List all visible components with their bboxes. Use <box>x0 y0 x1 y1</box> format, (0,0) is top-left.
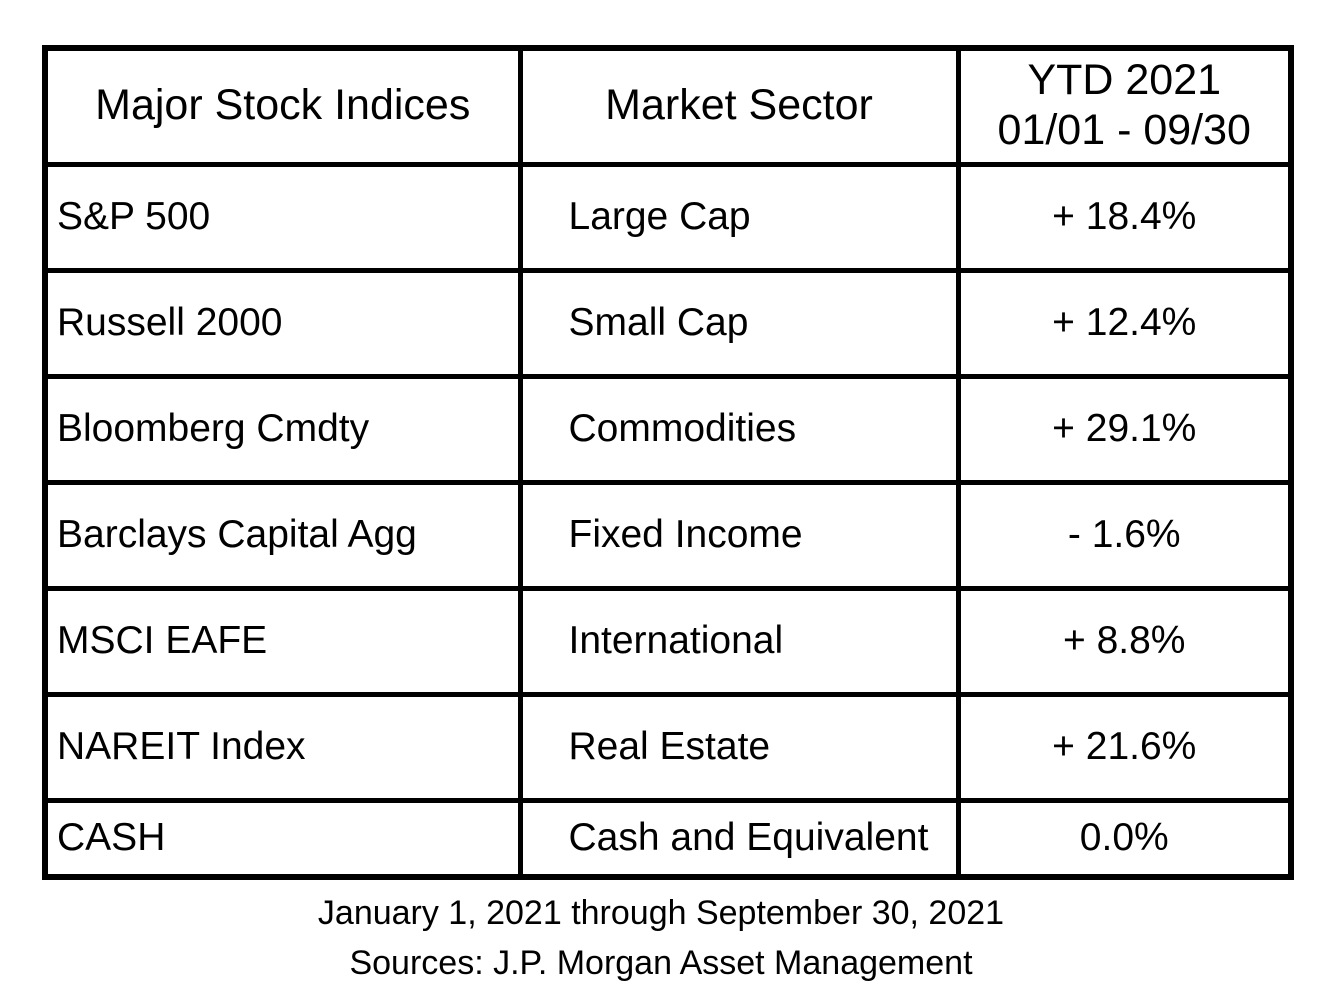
ytd-header-line1: YTD 2021 <box>1027 56 1222 105</box>
index-name-cell: Russell 2000 <box>42 267 523 379</box>
table-row: Bloomberg Cmdty Commodities + 29.1% <box>42 373 1294 485</box>
table-row: Barclays Capital Agg Fixed Income - 1.6% <box>42 479 1294 591</box>
ytd-value-cell: + 29.1% <box>955 373 1294 485</box>
col-header-market-sector: Market Sector <box>517 45 961 167</box>
ytd-value-cell: - 1.6% <box>955 479 1294 591</box>
ytd-header-line2: 01/01 - 09/30 <box>997 106 1251 155</box>
date-range-caption: January 1, 2021 through September 30, 20… <box>317 894 1005 932</box>
table-row: Russell 2000 Small Cap + 12.4% <box>42 267 1294 379</box>
index-name-cell: MSCI EAFE <box>42 585 523 697</box>
market-indices-table: Major Stock Indices Market Sector YTD 20… <box>42 45 1294 880</box>
table-row: CASH Cash and Equivalent 0.0% <box>42 797 1294 880</box>
table-row: MSCI EAFE International + 8.8% <box>42 585 1294 697</box>
market-sector-cell: Large Cap <box>517 161 961 273</box>
table-row: S&P 500 Large Cap + 18.4% <box>42 161 1294 273</box>
market-sector-cell: International <box>517 585 961 697</box>
market-sector-cell: Cash and Equivalent <box>517 797 961 880</box>
col-header-ytd-2021: YTD 2021 01/01 - 09/30 <box>955 45 1294 167</box>
market-sector-cell: Fixed Income <box>517 479 961 591</box>
ytd-value-cell: + 18.4% <box>955 161 1294 273</box>
ytd-value-cell: 0.0% <box>955 797 1294 880</box>
ytd-value-cell: + 12.4% <box>955 267 1294 379</box>
ytd-value-cell: + 8.8% <box>955 585 1294 697</box>
index-name-cell: NAREIT Index <box>42 691 523 803</box>
sources-caption: Sources: J.P. Morgan Asset Management <box>349 944 973 982</box>
index-name-cell: Barclays Capital Agg <box>42 479 523 591</box>
ytd-value-cell: + 21.6% <box>955 691 1294 803</box>
table-caption: January 1, 2021 through September 30, 20… <box>0 888 1322 988</box>
table-header-row: Major Stock Indices Market Sector YTD 20… <box>42 45 1294 167</box>
market-sector-cell: Small Cap <box>517 267 961 379</box>
market-sector-cell: Real Estate <box>517 691 961 803</box>
table-row: NAREIT Index Real Estate + 21.6% <box>42 691 1294 803</box>
index-name-cell: CASH <box>42 797 523 880</box>
col-header-major-stock-indices: Major Stock Indices <box>42 45 523 167</box>
index-name-cell: S&P 500 <box>42 161 523 273</box>
market-sector-cell: Commodities <box>517 373 961 485</box>
index-name-cell: Bloomberg Cmdty <box>42 373 523 485</box>
